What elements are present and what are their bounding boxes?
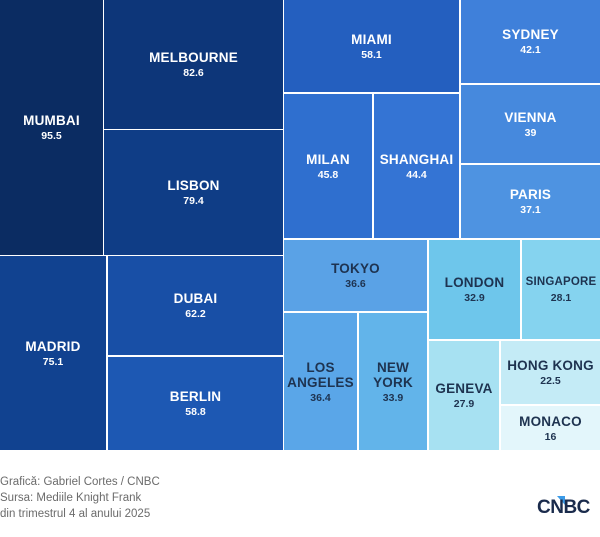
tile-label: SYDNEY [502, 27, 559, 42]
treemap-tile-new-york: NEW YORK 33.9 [359, 313, 427, 450]
period-text: din trimestrul 4 al anului 2025 [0, 508, 151, 520]
tile-label: MADRID [25, 338, 81, 354]
treemap-tile-london: LONDON 32.9 [429, 240, 520, 339]
tile-value: 58.8 [185, 406, 206, 418]
tile-value: 75.1 [42, 355, 64, 368]
treemap-tile-madrid: MADRID 75.1 [0, 256, 106, 450]
tile-value: 32.9 [464, 292, 485, 304]
treemap-tile-monaco: MONACO 16 [501, 406, 600, 450]
logo-peacock-mark [557, 496, 565, 505]
tile-value: 82.6 [183, 67, 204, 79]
tile-label: MUMBAI [23, 113, 80, 128]
treemap-tile-singapore: SINGAPORE 28.1 [522, 240, 600, 339]
logo-text: CNBC [537, 497, 591, 516]
treemap-tile-geneva: GENEVA 27.9 [429, 341, 499, 450]
tile-label: NEW YORK [373, 359, 413, 390]
source-text: Sursa: Mediile Knight Frank [0, 492, 142, 504]
tile-value: 27.9 [453, 398, 475, 410]
tile-label: LISBON [167, 178, 220, 193]
treemap-tile-los-angeles: LOS ANGELES 36.4 [284, 313, 357, 450]
tile-value: 33.9 [382, 391, 404, 404]
tile-label: LOS ANGELES [287, 359, 354, 390]
tile-value: 36.6 [345, 278, 366, 290]
tile-label: MIAMI [351, 31, 392, 47]
tile-value: 39 [524, 126, 537, 139]
treemap-tile-sydney: SYDNEY 42.1 [461, 0, 600, 83]
treemap-tile-melbourne: MELBOURNE 82.6 [104, 0, 283, 129]
tile-label: LONDON [444, 275, 505, 290]
treemap-tile-hong-kong: HONG KONG 22.5 [501, 341, 600, 404]
treemap-tile-paris: PARIS 37.1 [461, 165, 600, 238]
treemap-tile-milan: MILAN 45.8 [284, 94, 372, 238]
tile-value: 58.1 [361, 48, 382, 61]
tile-label: TOKYO [331, 261, 380, 276]
treemap-tile-mumbai: MUMBAI 95.5 [0, 0, 103, 255]
tile-value: 16 [544, 430, 557, 443]
tile-value: 62.2 [185, 308, 206, 320]
tile-value: 95.5 [41, 130, 62, 142]
treemap-tile-shanghai: SHANGHAI 44.4 [374, 94, 459, 238]
tile-label: PARIS [509, 187, 552, 202]
tile-label: DUBAI [173, 291, 218, 306]
chart-footer: Grafică: Gabriel Cortes / CNBC Sursa: Me… [0, 474, 160, 522]
tile-label: MILAN [306, 151, 350, 167]
tile-value: 22.5 [540, 375, 561, 387]
tile-label: SINGAPORE [525, 276, 597, 288]
tile-value: 37.1 [520, 204, 541, 216]
tile-label: MELBOURNE [149, 50, 238, 65]
tile-value: 28.1 [550, 292, 572, 304]
treemap-chart: MUMBAI 95.5 MELBOURNE 82.6 LISBON 79.4 MADRID 7… [0, 0, 600, 451]
treemap-tile-dubai: DUBAI 62.2 [108, 256, 283, 355]
treemap-tile-vienna: VIENNA 39 [461, 85, 600, 163]
tile-value: 42.1 [520, 44, 541, 56]
treemap-tile-tokyo: TOKYO 36.6 [284, 240, 427, 311]
tile-value: 79.4 [183, 195, 204, 207]
tile-value: 44.4 [406, 168, 427, 181]
credit-text: Grafică: Gabriel Cortes / CNBC [0, 476, 160, 488]
tile-value: 36.4 [310, 391, 331, 404]
tile-label: GENEVA [435, 381, 493, 396]
treemap-tile-berlin: BERLIN 58.8 [108, 357, 283, 450]
tile-label: VIENNA [504, 109, 557, 125]
tile-label: BERLIN [169, 389, 222, 404]
tile-label: MONACO [519, 413, 582, 429]
tile-label: SHANGHAI [379, 151, 454, 167]
tile-value: 45.8 [317, 168, 339, 181]
tile-label: HONG KONG [507, 358, 594, 373]
treemap-tile-miami: MIAMI 58.1 [284, 0, 459, 92]
cnbc-logo: CNBC [537, 496, 591, 516]
treemap-tile-lisbon: LISBON 79.4 [104, 130, 283, 255]
